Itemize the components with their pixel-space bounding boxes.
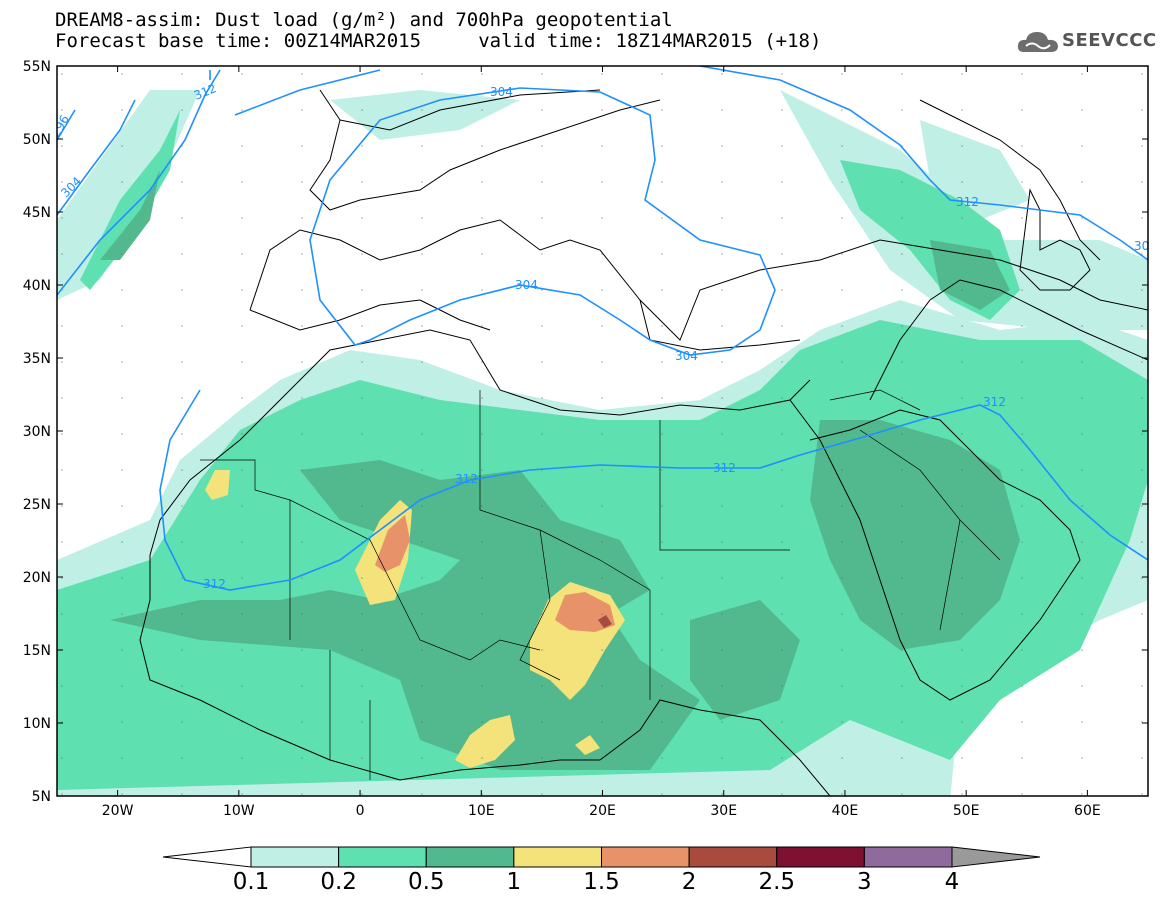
lat-tick-label: 50N [23,132,51,148]
colorbar-tick-label: 1.5 [583,869,620,895]
latitude-axis: 55N 50N 45N 40N 35N 30N 25N 20N 15N 10N 5N [23,59,1148,805]
contour-label: 312 [983,395,1006,409]
lat-tick-label: 5N [32,789,51,805]
lon-tick-label: 20W [102,803,134,819]
country-borders [200,389,1001,780]
map-plot-area: 312 304 296 304 304 304 312 312 312 312 … [57,66,1149,796]
colorbar-tick-label: 2 [682,869,697,895]
lat-tick-label: 20N [23,570,51,586]
lat-tick-label: 30N [23,424,51,440]
contour-label: 312 [455,472,478,486]
lon-tick-label: 10W [223,803,255,819]
colorbar-tick-label: 1 [507,869,522,895]
contour-label: 304 [490,85,513,99]
colorbar-segment [776,846,865,868]
seevccc-logo: SEEVCCC [1016,28,1156,56]
colorbar-max-arrow [951,846,1041,868]
lat-tick-label: 45N [23,205,51,221]
colorbar-segment [250,846,340,868]
colorbar-segment [425,846,515,868]
map-title: DREAM8-assim: Dust load (g/m²) and 700hP… [55,9,673,31]
lat-tick-label: 55N [23,59,51,75]
forecast-time-subtitle: Forecast base time: 00Z14MAR2015 valid t… [55,30,822,52]
longitude-axis: 20W 10W 0 10E 20E 30E 40E 50E 60E [102,66,1101,819]
contour-label: 312 [713,461,736,475]
colorbar-segment [513,846,602,868]
contour-label: 312 [956,195,979,209]
colorbar-segment [338,846,427,868]
geopotential-contours [57,66,1148,591]
lat-tick-label: 40N [23,278,51,294]
colorbar-tick-label: 4 [945,869,960,895]
cloud-icon [1017,32,1058,52]
dust-load-colorbar: 0.1 0.2 0.5 1 1.5 2 2.5 3 4 [162,846,1041,895]
lon-tick-label: 20E [589,803,616,819]
colorbar-segment [601,846,690,868]
lon-tick-label: 60E [1074,803,1101,819]
contour-label: 304 [515,278,538,292]
lon-tick-label: 30E [710,803,737,819]
contour-label: 30 [1134,239,1149,253]
contour-label: 304 [675,349,698,363]
lon-tick-label: 0 [356,803,365,819]
lat-tick-label: 10N [23,716,51,732]
colorbar-min-arrow [162,846,252,868]
colorbar-segment [863,846,953,868]
contour-label: 312 [203,577,226,591]
lon-tick-label: 40E [832,803,859,819]
logo-text: SEEVCCC [1062,30,1157,51]
lon-tick-label: 50E [953,803,980,819]
colorbar-segment [688,846,778,868]
colorbar-tick-label: 3 [857,869,872,895]
colorbar-tick-label: 0.5 [408,869,445,895]
colorbar-tick-label: 0.1 [233,869,270,895]
lat-tick-label: 15N [23,643,51,659]
colorbar-tick-label: 0.2 [320,869,357,895]
colorbar-tick-label: 2.5 [758,869,795,895]
lon-tick-label: 10E [468,803,495,819]
lat-tick-label: 25N [23,497,51,513]
lat-tick-label: 35N [23,351,51,367]
